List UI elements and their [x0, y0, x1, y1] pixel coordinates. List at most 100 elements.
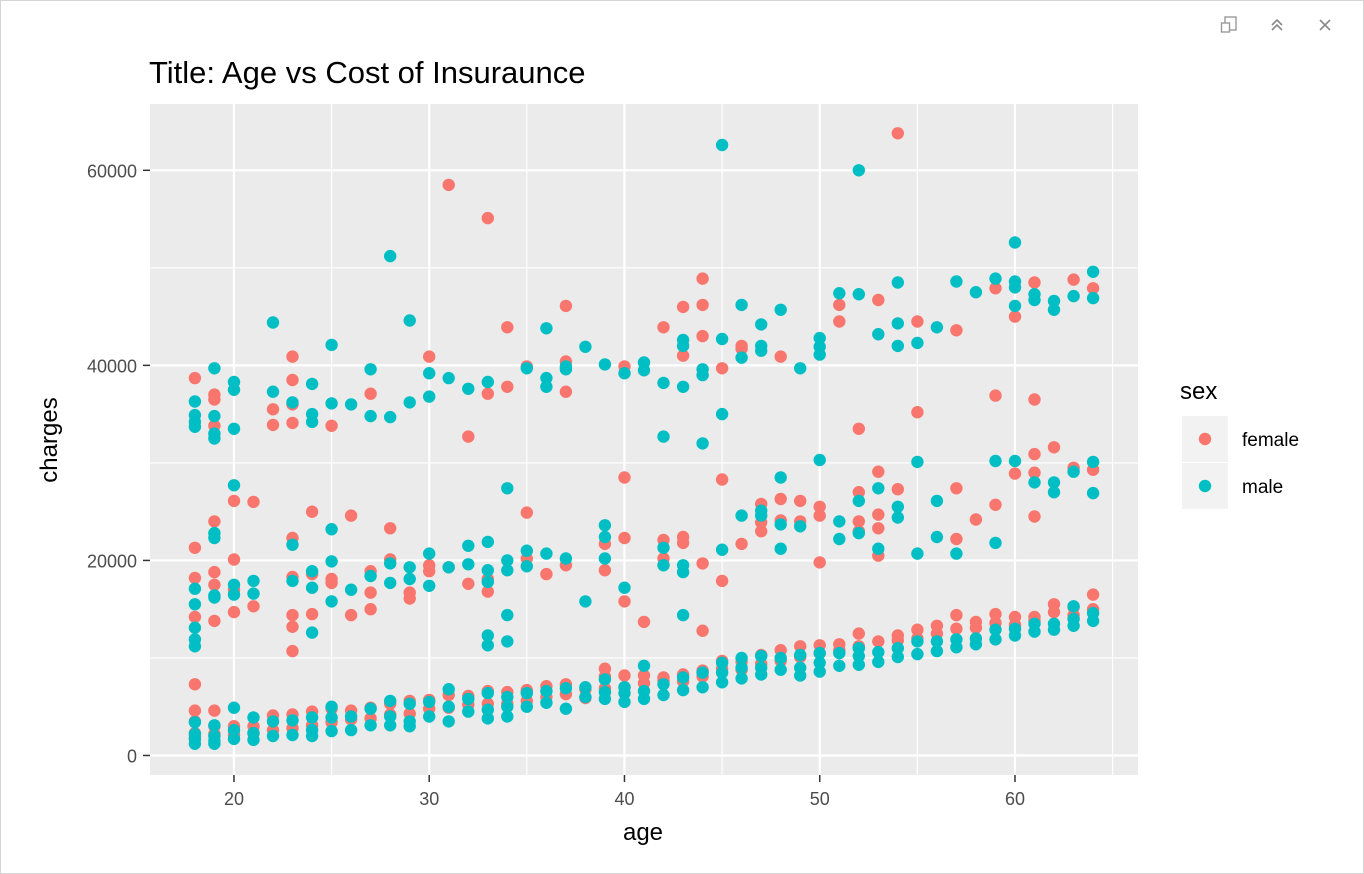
- data-point-male: [423, 710, 436, 723]
- data-point-female: [305, 607, 319, 621]
- chart-title: Title: Age vs Cost of Insuraunce: [149, 55, 586, 90]
- y-axis: 0 20000 40000 60000: [87, 161, 150, 766]
- data-point-male: [657, 678, 670, 691]
- data-point-male: [598, 519, 612, 532]
- data-point-female: [364, 586, 377, 599]
- data-point-female: [286, 350, 299, 363]
- data-point-male: [188, 640, 202, 653]
- data-point-male: [637, 659, 651, 672]
- data-point-female: [1028, 393, 1041, 406]
- data-point-male: [384, 710, 397, 723]
- data-point-male: [774, 542, 787, 555]
- data-point-male: [676, 608, 690, 622]
- data-point-male: [1067, 465, 1080, 478]
- data-point-female: [696, 298, 709, 312]
- data-point-male: [227, 578, 241, 591]
- data-point-male: [1008, 281, 1022, 294]
- close-icon[interactable]: [1314, 14, 1336, 36]
- data-point-male: [930, 321, 944, 334]
- data-point-male: [715, 332, 729, 346]
- data-point-female: [618, 595, 631, 608]
- data-point-male: [676, 339, 690, 353]
- collapse-icon[interactable]: [1266, 14, 1288, 36]
- data-point-male: [520, 544, 533, 557]
- data-point-male: [676, 565, 690, 579]
- data-point-female: [872, 293, 885, 307]
- data-point-male: [618, 367, 631, 380]
- data-point-female: [618, 531, 631, 545]
- data-point-male: [442, 561, 455, 574]
- data-point-female: [755, 525, 768, 538]
- data-point-male: [208, 591, 221, 604]
- data-point-male: [579, 340, 592, 353]
- data-point-male: [1008, 454, 1022, 468]
- data-point-male: [325, 397, 338, 410]
- data-point-female: [1008, 467, 1022, 480]
- data-point-male: [813, 331, 826, 345]
- data-point-female: [208, 614, 221, 628]
- data-point-male: [1008, 629, 1022, 642]
- data-point-male: [833, 659, 846, 672]
- data-point-male: [1008, 236, 1022, 249]
- data-point-male: [715, 666, 729, 679]
- data-point-male: [579, 681, 592, 694]
- data-point-male: [286, 538, 299, 551]
- data-point-female: [950, 324, 963, 337]
- data-point-male: [579, 690, 592, 704]
- data-point-male: [266, 385, 280, 398]
- data-point-female: [247, 495, 260, 509]
- data-point-female: [501, 380, 514, 393]
- data-point-male: [676, 683, 690, 697]
- data-point-male: [384, 576, 397, 590]
- data-point-female: [676, 349, 690, 362]
- data-point-male: [794, 520, 807, 533]
- data-point-female: [676, 536, 690, 550]
- data-point-male: [208, 737, 221, 750]
- data-point-male: [540, 696, 553, 709]
- data-point-female: [481, 387, 494, 400]
- data-point-female: [911, 315, 924, 328]
- data-point-male: [872, 482, 885, 495]
- x-tick-label: 60: [1005, 789, 1025, 809]
- data-point-male: [872, 328, 885, 341]
- data-point-female: [501, 321, 514, 334]
- export-icon[interactable]: [1218, 14, 1240, 36]
- y-tick-label: 20000: [87, 551, 137, 571]
- legend-label-female: female: [1242, 430, 1299, 451]
- data-point-male: [755, 509, 768, 522]
- data-point-male: [676, 380, 690, 393]
- data-point-female: [208, 704, 221, 717]
- data-point-male: [1067, 600, 1080, 613]
- data-point-male: [481, 639, 494, 652]
- data-point-male: [559, 702, 573, 715]
- data-point-male: [813, 646, 826, 660]
- data-point-male: [423, 695, 436, 709]
- x-tick-label: 30: [419, 789, 439, 809]
- data-point-female: [1028, 276, 1041, 289]
- data-point-female: [520, 506, 533, 519]
- data-point-male: [833, 287, 846, 300]
- data-point-male: [227, 732, 241, 746]
- data-point-male: [266, 715, 280, 728]
- data-point-male: [852, 164, 865, 177]
- data-point-male: [696, 368, 709, 382]
- data-point-male: [696, 437, 709, 450]
- data-point-male: [833, 646, 846, 660]
- data-point-female: [813, 500, 826, 513]
- data-point-female: [442, 178, 455, 192]
- data-point-male: [403, 697, 416, 710]
- data-point-female: [559, 385, 573, 398]
- data-point-male: [969, 286, 983, 299]
- data-point-male: [794, 669, 807, 682]
- data-point-male: [462, 705, 475, 718]
- data-point-male: [227, 723, 241, 737]
- data-point-male: [637, 692, 651, 706]
- data-point-male: [696, 666, 709, 679]
- data-point-male: [891, 650, 904, 664]
- data-point-male: [364, 702, 377, 715]
- data-point-male: [911, 336, 924, 350]
- data-point-male: [598, 358, 612, 371]
- data-point-male: [384, 249, 397, 263]
- data-point-male: [1028, 293, 1041, 307]
